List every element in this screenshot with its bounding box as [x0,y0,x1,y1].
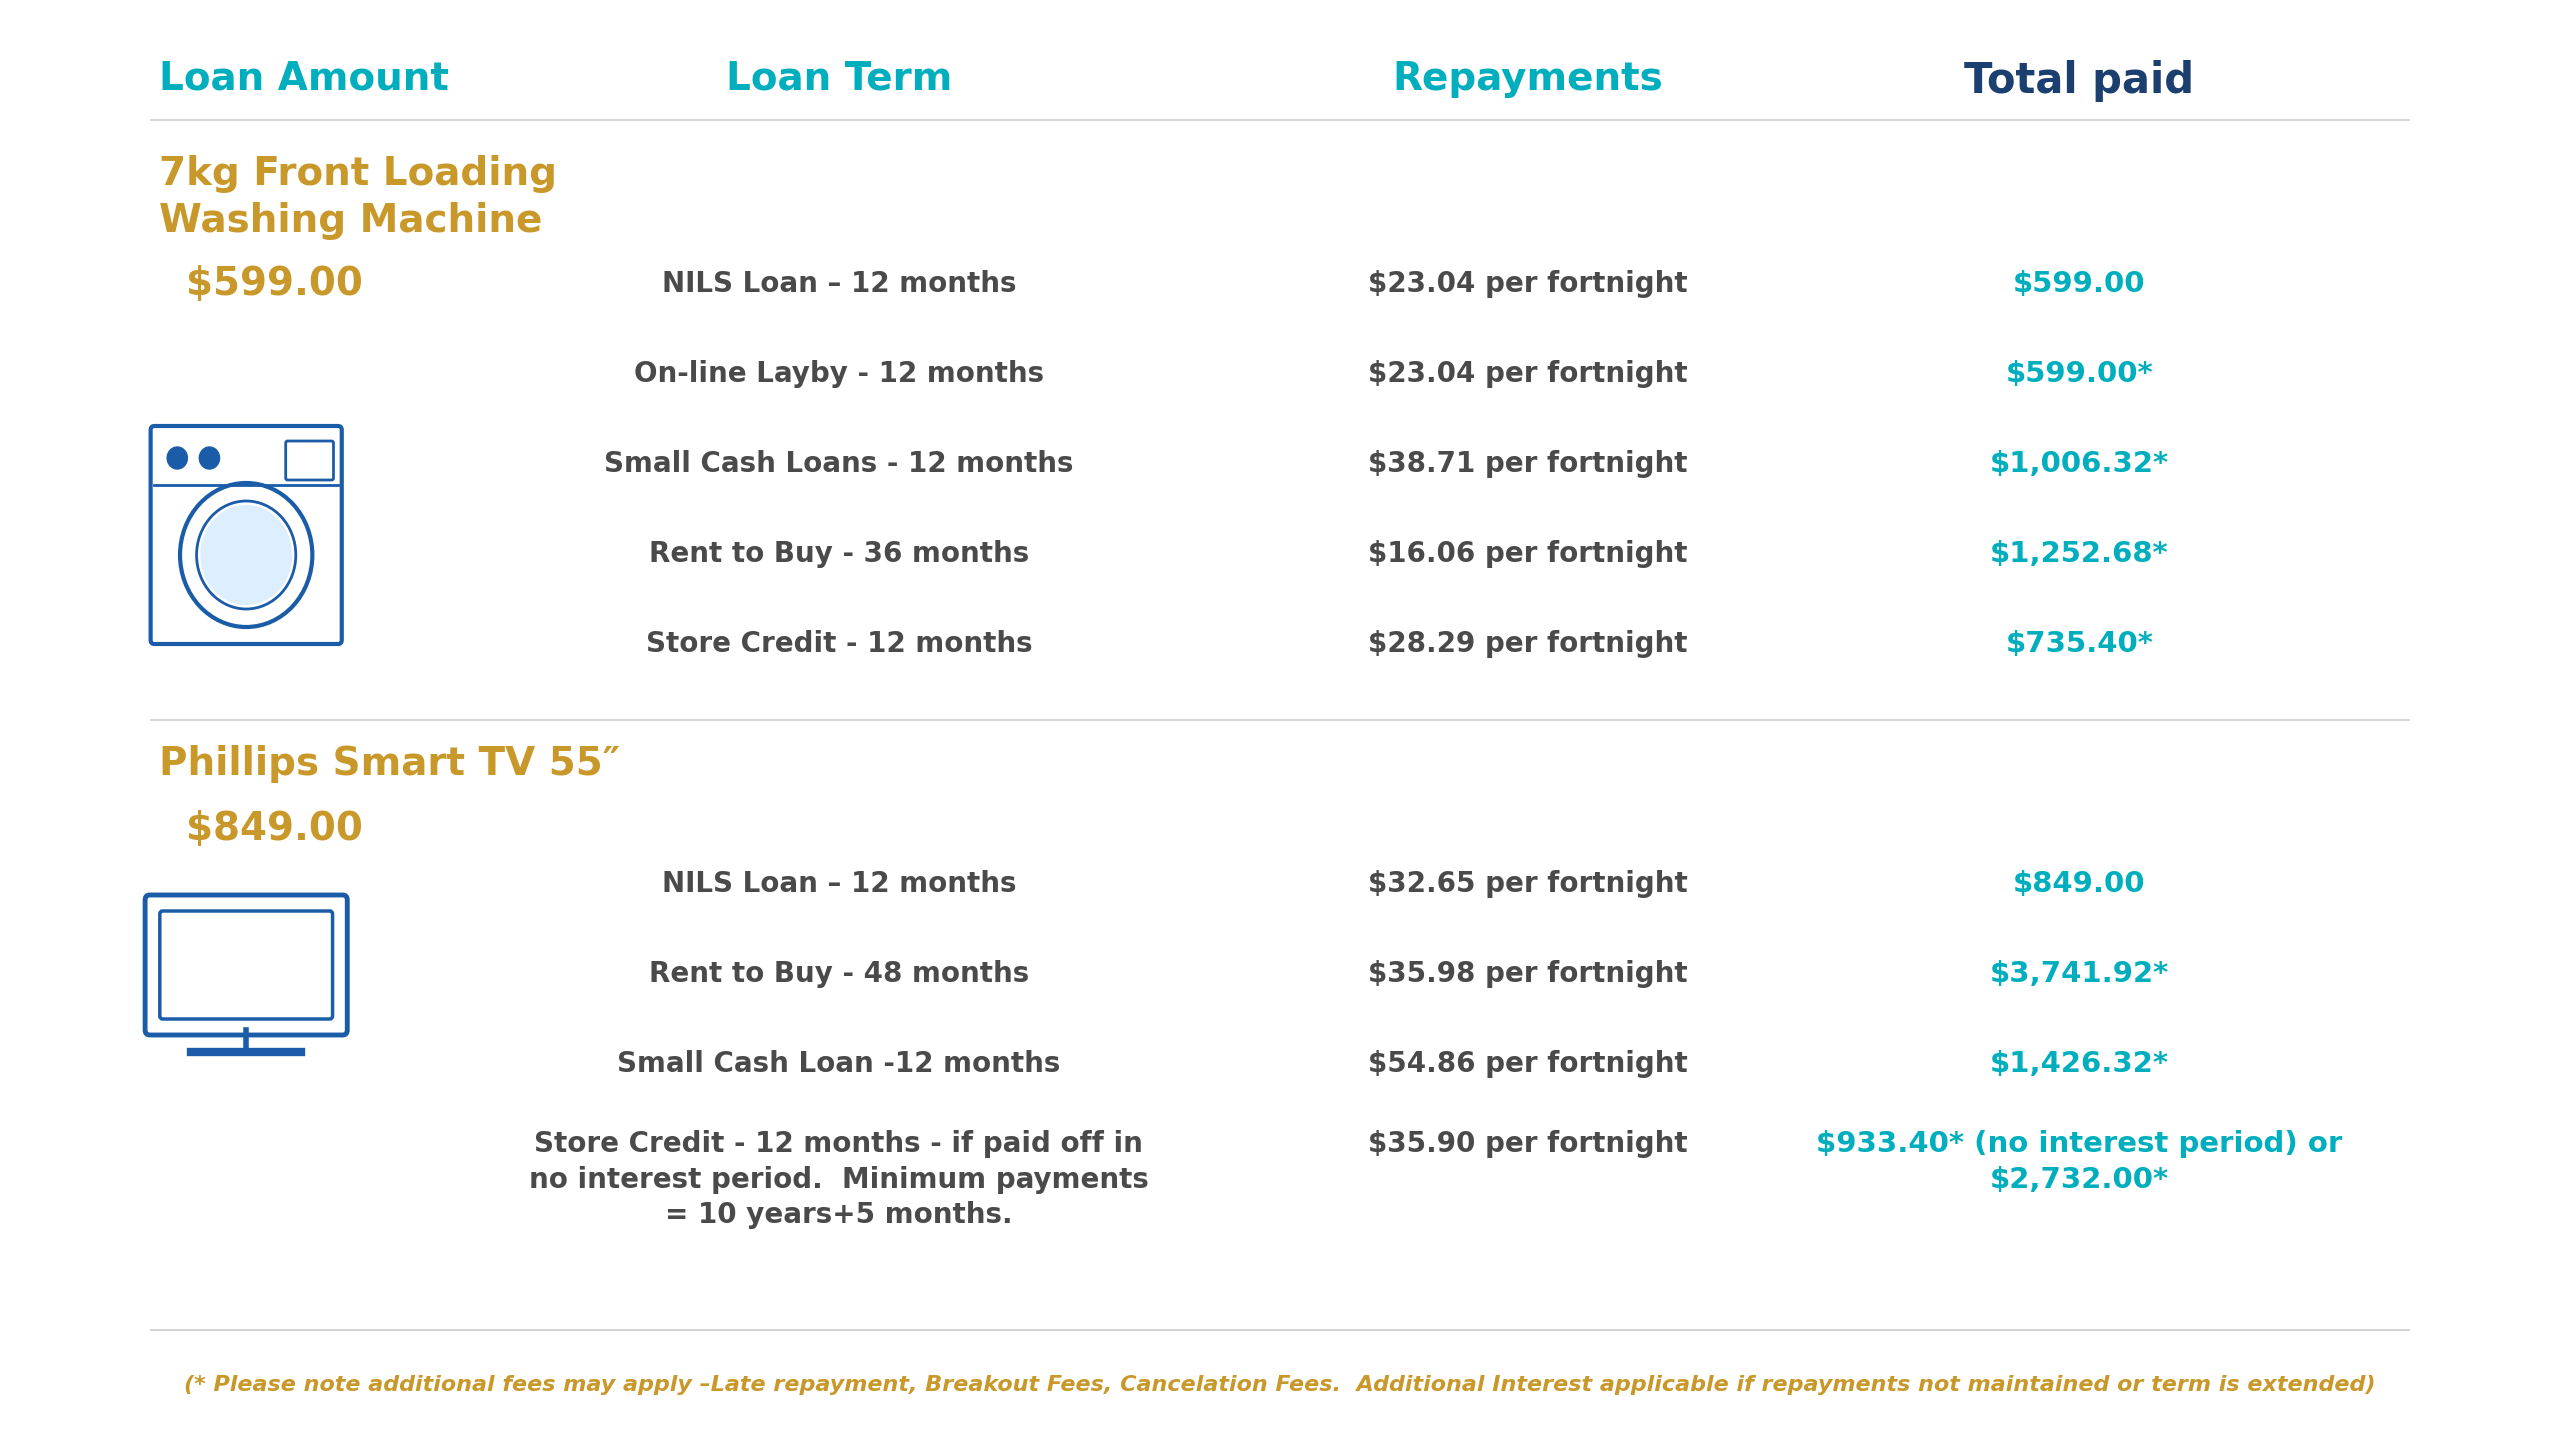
Circle shape [166,447,187,469]
FancyBboxPatch shape [287,441,333,480]
Text: Loan Amount: Loan Amount [159,60,448,98]
Text: $35.98 per fortnight: $35.98 per fortnight [1367,961,1687,988]
FancyBboxPatch shape [151,426,340,644]
Circle shape [200,447,220,469]
Text: $3,741.92*: $3,741.92* [1989,961,2168,988]
Text: NILS Loan – 12 months: NILS Loan – 12 months [660,270,1016,298]
Text: $599.00: $599.00 [2012,270,2145,298]
Text: On-line Layby - 12 months: On-line Layby - 12 months [635,360,1044,388]
Text: $28.29 per fortnight: $28.29 per fortnight [1370,630,1687,659]
Text: $23.04 per fortnight: $23.04 per fortnight [1367,270,1687,298]
Text: $16.06 per fortnight: $16.06 per fortnight [1370,541,1687,568]
Text: $32.65 per fortnight: $32.65 per fortnight [1367,870,1687,897]
Text: Total paid: Total paid [1964,60,2194,102]
Text: 7kg Front Loading
Washing Machine: 7kg Front Loading Washing Machine [159,155,558,240]
Text: Repayments: Repayments [1393,60,1664,98]
Text: Store Credit - 12 months: Store Credit - 12 months [645,630,1032,659]
Text: Rent to Buy - 48 months: Rent to Buy - 48 months [648,961,1029,988]
Text: Loan Term: Loan Term [724,60,952,98]
Text: $735.40*: $735.40* [2004,630,2153,659]
Text: $38.71 per fortnight: $38.71 per fortnight [1370,450,1687,477]
Text: $1,252.68*: $1,252.68* [1989,541,2168,568]
Text: $23.04 per fortnight: $23.04 per fortnight [1367,360,1687,388]
Text: $849.00: $849.00 [187,810,364,848]
Text: $599.00*: $599.00* [2004,360,2153,388]
Text: Store Credit - 12 months - if paid off in
no interest period.  Minimum payments
: Store Credit - 12 months - if paid off i… [530,1130,1149,1229]
Text: $933.40* (no interest period) or
$2,732.00*: $933.40* (no interest period) or $2,732.… [1818,1130,2342,1194]
Text: $599.00: $599.00 [187,265,364,303]
Text: Small Cash Loans - 12 months: Small Cash Loans - 12 months [604,450,1073,477]
Circle shape [200,505,292,605]
Text: $1,426.32*: $1,426.32* [1989,1050,2168,1078]
FancyBboxPatch shape [146,894,348,1035]
Text: $54.86 per fortnight: $54.86 per fortnight [1367,1050,1687,1078]
Text: $849.00: $849.00 [2012,870,2145,897]
Text: NILS Loan – 12 months: NILS Loan – 12 months [660,870,1016,897]
Text: $35.90 per fortnight: $35.90 per fortnight [1367,1130,1687,1158]
Text: Rent to Buy - 36 months: Rent to Buy - 36 months [648,541,1029,568]
Text: $1,006.32*: $1,006.32* [1989,450,2168,477]
Text: Phillips Smart TV 55″: Phillips Smart TV 55″ [159,745,620,784]
Text: (* Please note additional fees may apply –Late repayment, Breakout Fees, Cancela: (* Please note additional fees may apply… [184,1375,2376,1395]
Text: Small Cash Loan -12 months: Small Cash Loan -12 months [617,1050,1060,1078]
FancyBboxPatch shape [159,912,333,1020]
